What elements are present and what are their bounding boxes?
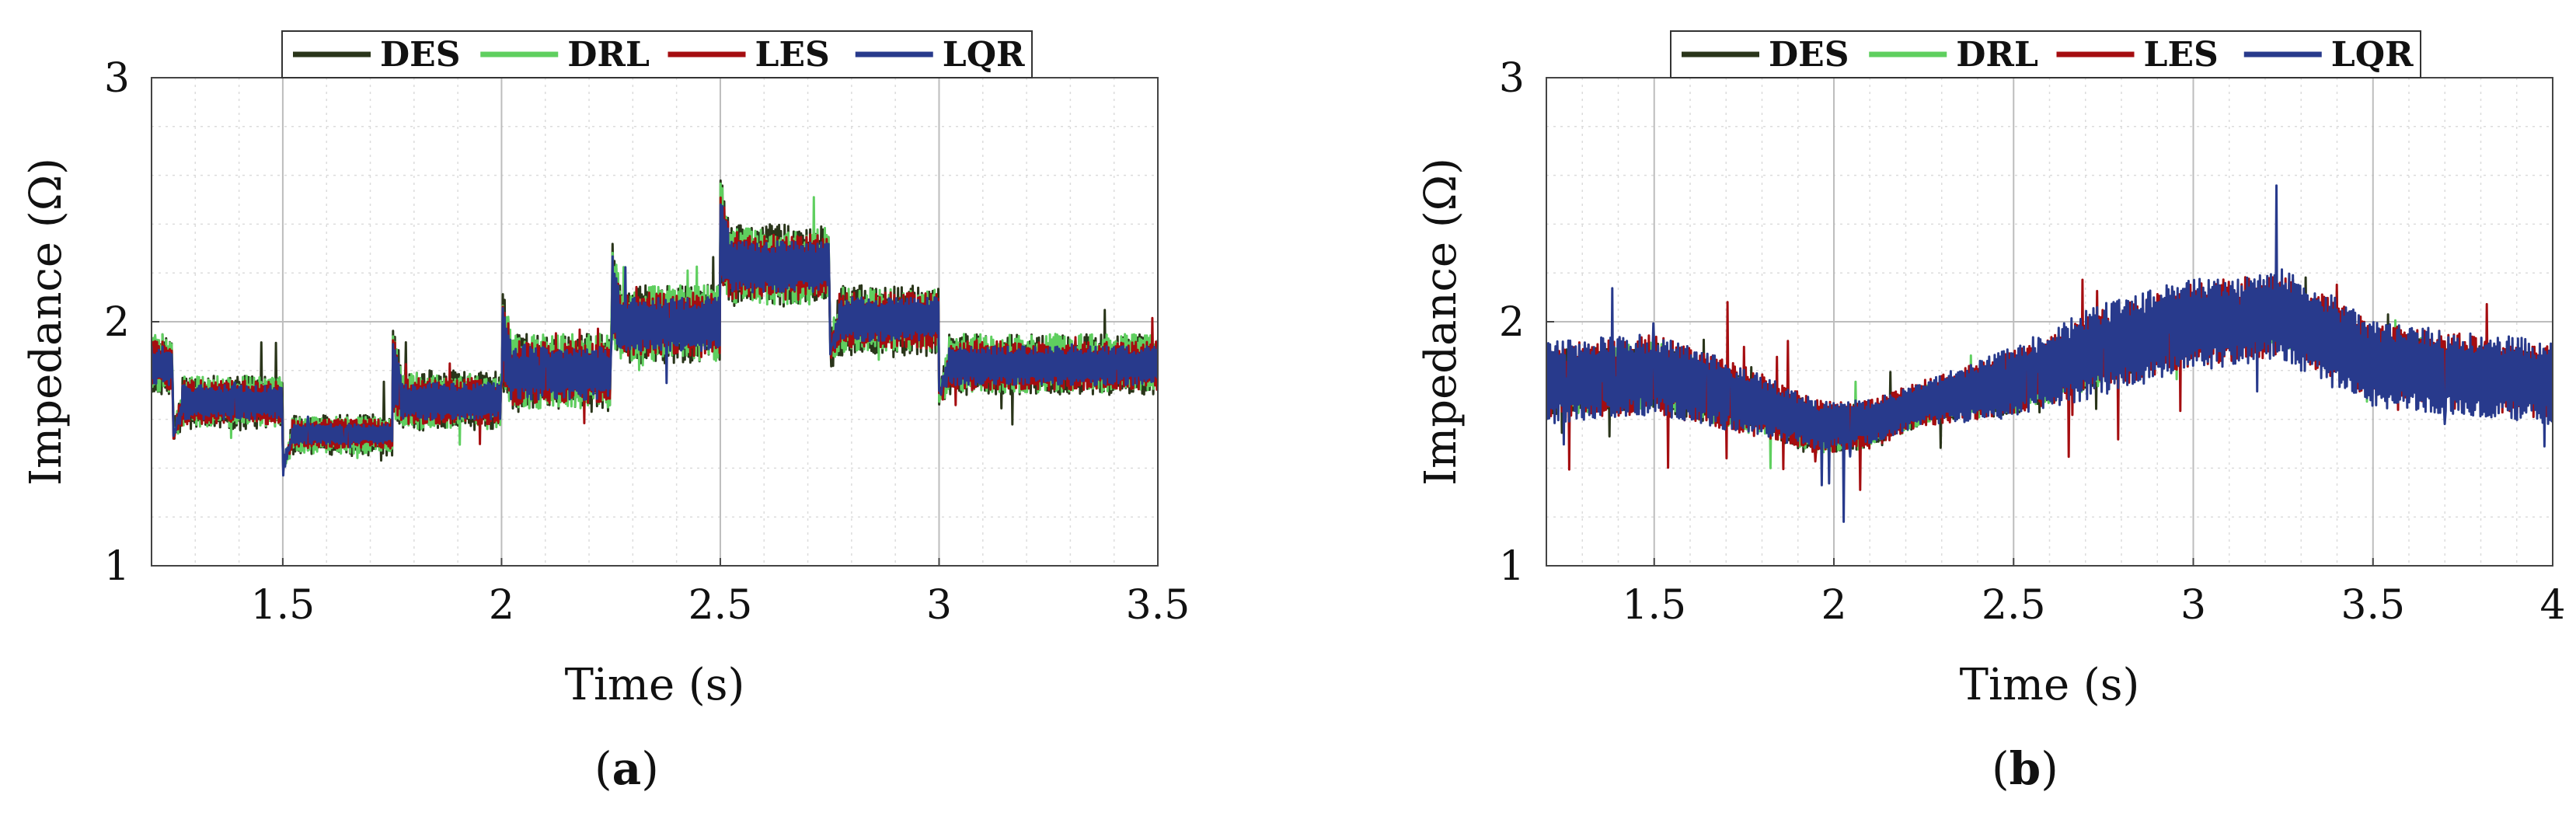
legend-label-drl: DRL: [567, 35, 650, 75]
x-tick-label: 1.5: [1622, 582, 1686, 629]
x-axis-label: Time (s): [565, 660, 745, 710]
x-tick-label: 2: [489, 582, 514, 629]
x-tick-label: 2.5: [688, 582, 753, 629]
y-tick-label: 3: [104, 55, 130, 102]
x-tick-label: 3: [2180, 582, 2206, 629]
y-tick-label: 2: [104, 299, 130, 346]
legend-label-des: DES: [380, 35, 460, 75]
y-tick-label: 2: [1499, 299, 1525, 346]
x-tick-label: 4: [2539, 582, 2565, 629]
series-group: [152, 179, 1158, 477]
series-line-lqr: [152, 203, 1158, 477]
y-axis-label: Impedance (Ω): [1416, 158, 1466, 486]
y-tick-label: 1: [1499, 543, 1525, 590]
x-tick-label: 3.5: [1126, 582, 1190, 629]
y-tick-label: 3: [1499, 55, 1525, 102]
x-tick-label: 2.5: [1982, 582, 2046, 629]
legend-label-les: LES: [755, 35, 830, 75]
legend: DES DRL LES LQR: [1670, 30, 2421, 78]
caption-b: (b): [1992, 742, 2058, 795]
legend-label-des: DES: [1769, 35, 1849, 75]
caption-a: (a): [594, 742, 659, 795]
series-line-lqr: [1546, 184, 2553, 523]
legend-label-lqr: LQR: [943, 35, 1025, 75]
legend-label-lqr: LQR: [2331, 35, 2414, 75]
x-axis-label: Time (s): [1960, 660, 2140, 710]
series-group: [1546, 184, 2553, 523]
legend: DES DRL LES LQR: [281, 30, 1033, 78]
chart-panel-a: 1.5 2 2.5 3 3.5 1 2 3 Time (s) Impedance (Ω) DES DR…: [21, 30, 1190, 710]
x-tick-label: 2: [1821, 582, 1846, 629]
y-axis-label: Impedance (Ω): [21, 158, 71, 486]
legend-label-les: LES: [2144, 35, 2219, 75]
x-tick-label: 3.5: [2341, 582, 2405, 629]
legend-label-drl: DRL: [1956, 35, 2038, 75]
x-tick-label: 3: [926, 582, 952, 629]
x-tick-label: 1.5: [251, 582, 315, 629]
y-tick-label: 1: [104, 543, 130, 590]
